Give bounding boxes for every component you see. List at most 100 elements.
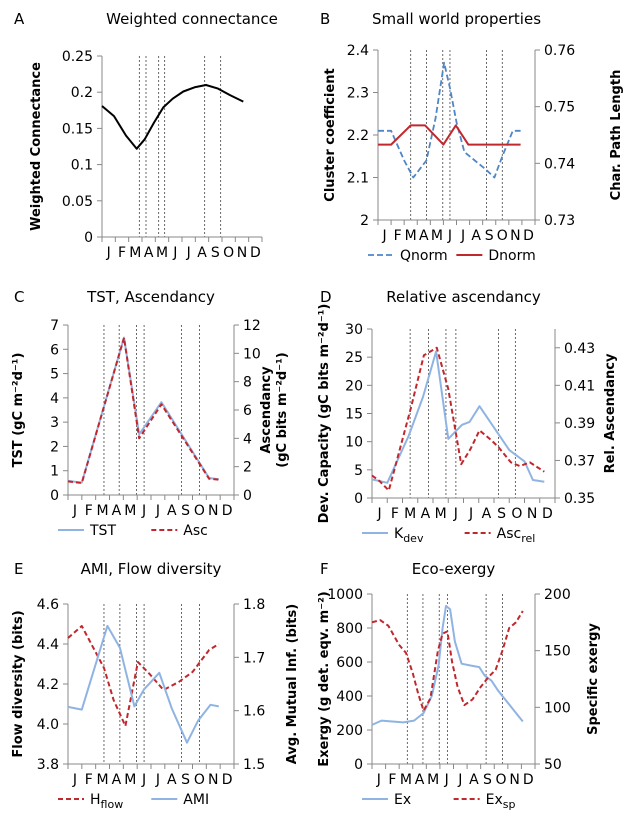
left-axis-label: Dev. Capacity (gC bits m⁻²d⁻¹) (317, 304, 332, 524)
right-tick-label: 1.6 (243, 704, 265, 720)
left-axis-label: Cluster coefficient (323, 68, 338, 201)
x-tick-label: J (141, 503, 146, 519)
left-tick-label: 2.1 (347, 171, 369, 187)
legend-label: Qnorm (400, 248, 448, 264)
x-tick-label: J (155, 503, 160, 519)
panel-title: TST, Ascendancy (86, 288, 215, 306)
panel-title: Relative ascendancy (386, 288, 541, 306)
x-tick-label: A (469, 772, 479, 788)
x-tick-label: F (85, 503, 93, 519)
series-line-h-flow (67, 625, 220, 727)
left-tick-label: 3 (50, 415, 59, 431)
left-tick-label: 1000 (327, 587, 363, 603)
left-tick-label: 1 (50, 464, 59, 480)
right-tick-label: 200 (544, 587, 571, 603)
right-tick-label: 0.75 (544, 100, 575, 116)
series-line-ex-sp (371, 610, 524, 712)
left-tick-label: 0 (354, 491, 363, 507)
left-tick-label: 0.25 (62, 49, 93, 65)
panel-title: Small world properties (372, 10, 541, 28)
x-tick-label: M (404, 506, 416, 522)
x-tick-label: J (381, 228, 386, 244)
x-tick-label: F (391, 506, 399, 522)
series-line-tst (67, 336, 219, 484)
right-axis-label: Rel. Ascendancy (603, 353, 618, 473)
left-tick-label: 5 (354, 463, 363, 479)
x-tick-label: J (460, 228, 465, 244)
x-tick-label: N (509, 772, 519, 788)
right-tick-label: 0.76 (544, 43, 575, 59)
left-tick-label: 4.6 (37, 597, 59, 613)
right-axis-label: Avg. Mutual Inf. (bits) (285, 604, 300, 764)
right-axis-label: Specific exergy (586, 623, 601, 735)
panel-d: D Relative ascendancy 0 5 10 15 20 25 30 Dev. Cap… (317, 288, 618, 545)
series-line-k-dev (371, 350, 545, 484)
x-tick-label: N (510, 228, 520, 244)
left-tick-label: 2 (360, 213, 369, 229)
x-tick-label: N (208, 772, 218, 788)
left-tick-label: 4 (50, 391, 59, 407)
left-tick-label: 200 (336, 723, 363, 739)
left-axis-label: Flow diversity (bits) (11, 610, 26, 757)
x-tick-label: A (471, 228, 481, 244)
x-tick-label: A (419, 228, 429, 244)
right-tick-label: 0.74 (544, 156, 575, 172)
x-tick-label: A (167, 503, 177, 519)
x-tick-label: J (106, 245, 111, 261)
x-tick-label: J (453, 506, 458, 522)
x-tick-label: S (483, 772, 492, 788)
x-tick-label: J (444, 772, 449, 788)
x-tick-label: A (112, 503, 122, 519)
x-tick-label: O (497, 228, 508, 244)
right-axis-label: Char. Path Length (609, 70, 624, 201)
left-tick-label: 2.3 (347, 86, 369, 102)
panel-letter: C (14, 288, 24, 306)
left-axis-label: TST (gC m⁻²d⁻¹) (11, 353, 26, 468)
x-tick-label: D (222, 503, 233, 519)
right-tick-label: 12 (243, 318, 261, 334)
left-axis-label: Exergy (g det. eqv. m⁻²) (317, 591, 332, 766)
panel-title: AMI, Flow diversity (81, 560, 222, 578)
series-line-ami (67, 624, 219, 744)
x-tick-label: O (511, 506, 522, 522)
x-tick-label: A (144, 245, 154, 261)
x-tick-label: O (496, 772, 507, 788)
x-tick-label: J (447, 228, 452, 244)
left-tick-label: 30 (345, 322, 363, 338)
x-tick-label: O (194, 503, 205, 519)
x-tick-label: N (208, 503, 218, 519)
x-tick-label: J (155, 772, 160, 788)
x-tick-label: M (400, 772, 412, 788)
right-tick-label: 8 (243, 375, 252, 391)
series-line-main (101, 84, 244, 150)
x-tick-label: M (124, 503, 136, 519)
panel-b: B Small world properties 2 2.1 2.2 2.3 2.4 Clus… (320, 10, 624, 264)
panel-title: Weighted connectance (106, 10, 278, 28)
x-tick-label: O (223, 245, 234, 261)
right-tick-label: 4 (243, 431, 252, 447)
panel-title: Eco-exergy (412, 560, 496, 578)
legend-label: Dnorm (488, 248, 535, 264)
panel-letter: F (320, 560, 329, 578)
x-tick-label: D (250, 245, 261, 261)
series-line-asc-rel (371, 346, 545, 492)
x-tick-label: D (542, 506, 553, 522)
right-tick-label: 1.5 (243, 757, 265, 773)
x-tick-label: J (72, 503, 77, 519)
legend-label: Ex (394, 792, 411, 808)
panel-letter: E (14, 560, 23, 578)
x-tick-label: M (97, 772, 109, 788)
right-tick-label: 0.41 (564, 378, 595, 394)
x-tick-label: F (394, 228, 402, 244)
left-tick-label: 15 (345, 407, 363, 423)
x-tick-label: F (118, 245, 126, 261)
panel-e: E AMI, Flow diversity 3.8 4.0 4.2 4.4 4.6 Flow … (11, 560, 300, 811)
x-tick-label: A (482, 506, 492, 522)
legend-label: Exsp (486, 792, 516, 811)
left-tick-label: 25 (345, 350, 363, 366)
x-tick-label: S (485, 228, 494, 244)
x-tick-label: M (427, 772, 439, 788)
